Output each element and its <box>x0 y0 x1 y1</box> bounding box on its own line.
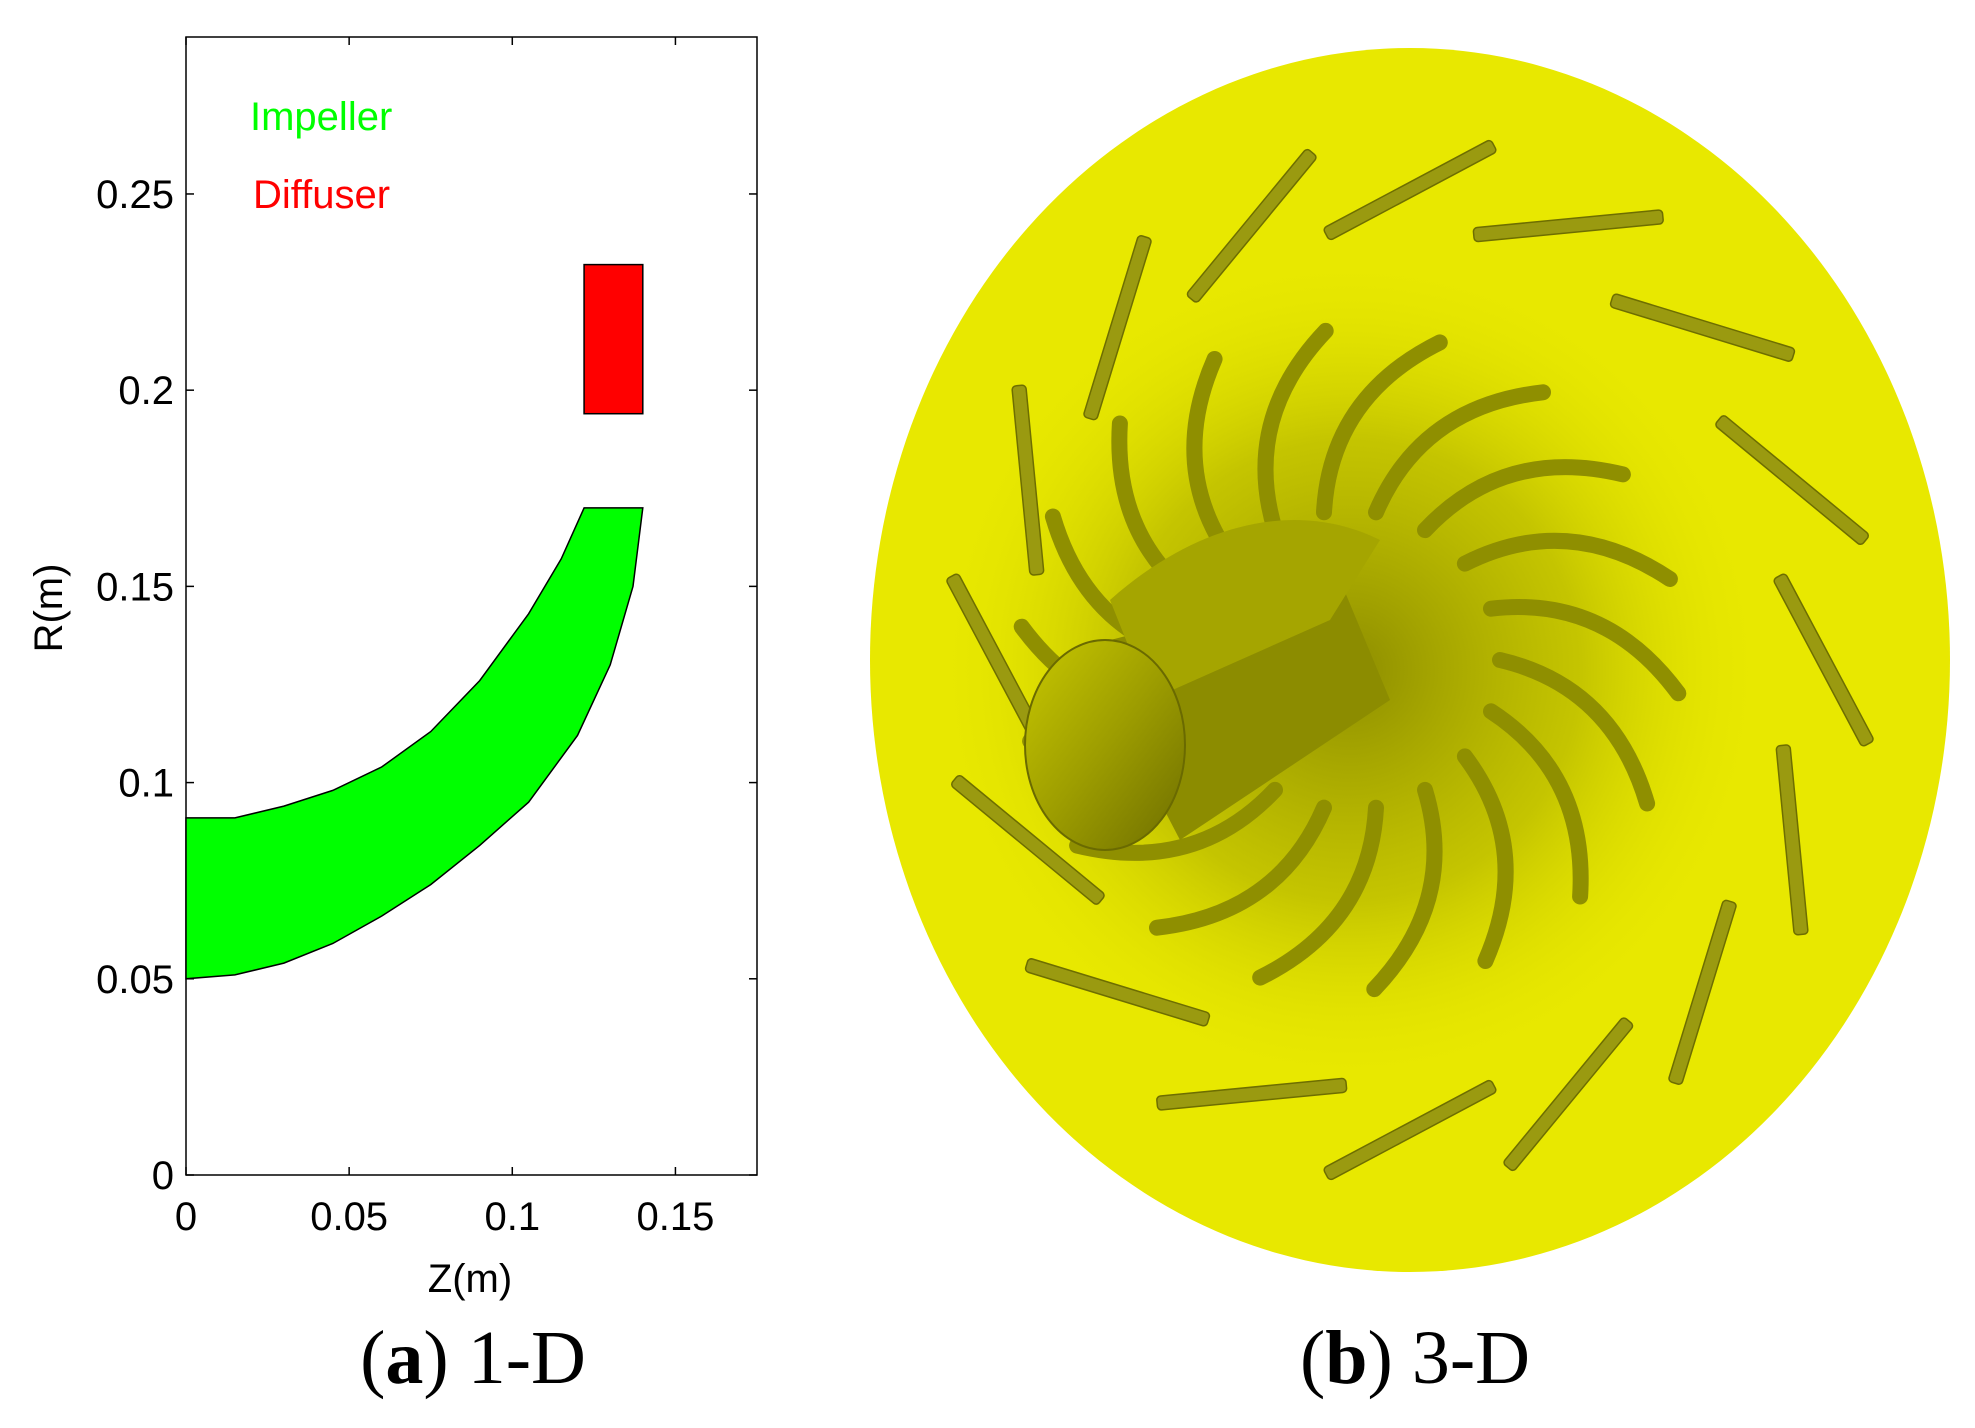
impeller-blade <box>1252 799 1384 986</box>
legend-diffuser: Diffuser <box>253 173 390 217</box>
x-axis-label: Z(m) <box>428 1257 512 1301</box>
y-tick-label: 0.15 <box>96 565 174 609</box>
impeller-blade <box>1149 799 1332 936</box>
x-tick-label: 0 <box>175 1195 197 1239</box>
impeller-blade <box>1483 703 1589 905</box>
diffuser-vane <box>1323 139 1497 241</box>
plot-frame <box>185 36 758 1176</box>
x-tick-label: 0.1 <box>484 1195 540 1239</box>
x-tick-label: 0.15 <box>636 1195 714 1239</box>
diffuser-vanes <box>946 139 1874 1181</box>
y-axis-label: R(m) <box>27 564 71 653</box>
diffuser-area <box>583 263 644 415</box>
caption-a-letter: a <box>385 1316 423 1400</box>
diffuser-vane <box>1011 384 1045 576</box>
diffuser-vane <box>1715 415 1869 546</box>
caption-b-text: 3-D <box>1412 1316 1530 1400</box>
impeller-blade <box>1417 459 1631 539</box>
diffuser-vane <box>1323 1079 1497 1181</box>
x-tick-label: 0.05 <box>310 1195 388 1239</box>
impeller-region <box>185 507 644 980</box>
diffuser-vane <box>1775 744 1809 936</box>
diffuser-vane <box>1083 235 1152 421</box>
hub-shaft <box>1024 520 1390 851</box>
legend-impeller: Impeller <box>250 95 392 139</box>
impeller-blade <box>1366 781 1443 998</box>
panel-a-1d-chart: 0 0.05 0.1 0.15 0 0.05 0.1 0.15 0.2 0.25 Impelle… <box>27 36 758 1400</box>
caption-b: (b) 3-D <box>1300 1316 1530 1400</box>
diffuser-vane <box>1472 209 1664 243</box>
impeller-blade <box>1456 532 1678 587</box>
diffuser-vane <box>1024 958 1211 1027</box>
diffuser-vane <box>1503 1017 1634 1172</box>
impeller-blade <box>1069 781 1283 861</box>
impeller-blade <box>1492 652 1656 812</box>
impeller-blade <box>1316 334 1448 521</box>
impeller-blade <box>1257 322 1334 539</box>
caption-a-text: 1-D <box>468 1316 586 1400</box>
diffuser-vane <box>1156 1077 1348 1111</box>
y-tick-label: 0.1 <box>118 762 174 806</box>
diffuser-vane <box>1668 899 1737 1085</box>
panel-b-3d-render: (b) 3-D <box>870 48 1950 1400</box>
y-axis-ticks: 0 0.05 0.1 0.15 0.2 0.25 <box>96 173 757 1198</box>
diffuser-vane <box>1773 573 1874 747</box>
diffuser-region <box>583 263 644 415</box>
y-tick-label: 0.2 <box>118 369 174 413</box>
diffuser-vane <box>951 774 1105 905</box>
impeller-blade <box>1368 384 1551 521</box>
x-axis-ticks: 0 0.05 0.1 0.15 <box>175 37 714 1239</box>
diffuser-vane <box>1609 293 1796 362</box>
impeller-blade <box>1456 748 1514 969</box>
y-tick-label: 0 <box>152 1154 174 1198</box>
y-tick-label: 0.25 <box>96 173 174 217</box>
diffuser-vane <box>1186 148 1317 303</box>
caption-a: (a) 1-D <box>360 1316 586 1400</box>
impeller-area <box>185 507 644 980</box>
impeller-blade <box>1483 599 1687 702</box>
y-tick-label: 0.05 <box>96 958 174 1002</box>
caption-b-letter: b <box>1325 1316 1367 1400</box>
